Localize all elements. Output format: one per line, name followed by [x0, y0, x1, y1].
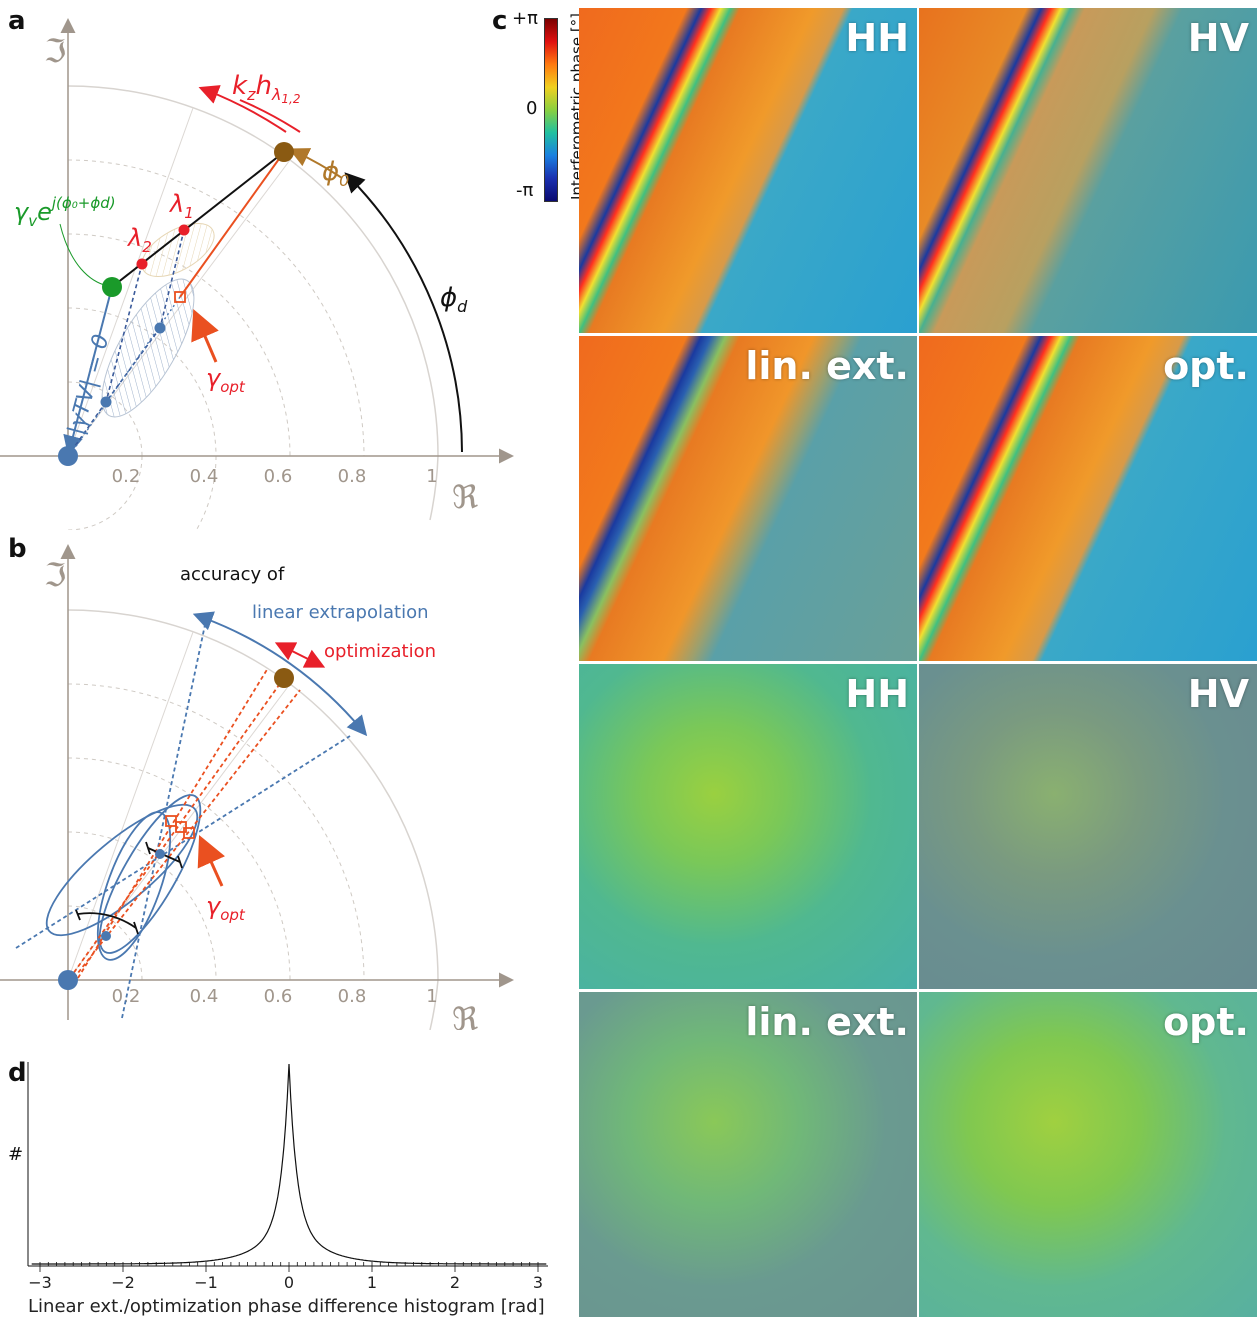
panel-d-xlabel: Linear ext./optimization phase differenc…: [28, 1296, 545, 1316]
panel-b-diagram: ℑ ℜ 0.2 0.4 0.6 0.8 1 accuracy of linear…: [0, 544, 514, 1030]
tile-label: opt.: [1163, 344, 1249, 388]
kz-label: kzhλ1,2: [232, 71, 301, 106]
colorbar-mid-label: 0: [526, 98, 538, 119]
lambda2-label: λ2: [126, 224, 152, 256]
tile-label: lin. ext.: [745, 1000, 909, 1044]
panel-b-real-symbol: ℜ: [452, 1000, 478, 1030]
panel-b-letter: b: [8, 534, 27, 564]
panel-d-xtick-6: 3: [533, 1273, 543, 1292]
tile-label: opt.: [1163, 1000, 1249, 1044]
colorbar: [544, 18, 558, 202]
panel-d-letter: d: [8, 1058, 27, 1088]
panel-a-tick-1: 0.4: [190, 466, 219, 487]
tile-hh-1: HH: [579, 8, 917, 333]
panel-d-xtick-3: 0: [284, 1273, 294, 1292]
optimization-label: optimization: [324, 641, 436, 662]
panel-a-tick-2: 0.6: [264, 466, 293, 487]
panel-d-ylabel: #: [8, 1144, 23, 1165]
tile-lin-ext-1: lin. ext.: [579, 336, 917, 661]
tile-hh-2: HH: [579, 664, 917, 989]
phid-label: ϕd: [440, 283, 468, 316]
panel-d-xtick-4: 1: [367, 1273, 377, 1292]
tile-hv-1: HV: [919, 8, 1257, 333]
lambda1-point: [178, 224, 190, 236]
panel-b-tick-1: 0.4: [190, 986, 219, 1007]
tile-label: lin. ext.: [745, 344, 909, 388]
panel-a-tick-3: 0.8: [338, 466, 367, 487]
origin-point: [58, 446, 78, 466]
tile-label: HV: [1187, 16, 1249, 60]
panel-d-histogram: # −3 −2 −1 0 1 2 3 Linear ext./optimizat…: [8, 1062, 548, 1316]
accuracy-label: accuracy of: [180, 564, 285, 585]
lambda1-label: λ1: [168, 190, 194, 222]
lambda2-point: [136, 258, 148, 270]
tile-lin-ext-2: lin. ext.: [579, 992, 917, 1317]
gamma-opt-label-b: γopt: [206, 892, 246, 924]
panel-a-tick-4: 1: [426, 466, 437, 487]
panel-a-tick-0: 0.2: [112, 466, 141, 487]
phi0-label: ϕ0: [322, 157, 349, 190]
gamma-v-point: [102, 277, 122, 297]
panel-d-xtick-2: −1: [194, 1273, 218, 1292]
panel-d-xtick-0: −3: [28, 1273, 52, 1292]
gamma-v-label: γvej(ϕ₀+ϕd): [14, 194, 116, 230]
panel-a-real-symbol: ℜ: [452, 478, 478, 516]
panel-a-letter: a: [8, 6, 26, 36]
panel-a-diagram: ℑ ℜ 0.2 0.4 0.6 0.8 1 kzhλ1,2 ϕ0: [0, 18, 514, 530]
phi0-point: [274, 142, 294, 162]
tile-label: HV: [1187, 672, 1249, 716]
tile-label: HH: [845, 16, 909, 60]
gamma-opt-label-a: γopt: [206, 364, 246, 396]
colorbar-bottom-label: -π: [516, 180, 534, 201]
panel-b-tick-2: 0.6: [264, 986, 293, 1007]
panel-b-tick-4: 1: [426, 986, 437, 1007]
tile-opt-1: opt.: [919, 336, 1257, 661]
panel-d-xtick-5: 2: [450, 1273, 460, 1292]
gamma-opt-marker: [174, 291, 186, 303]
panel-c-letter: c: [492, 6, 508, 36]
histogram-curve: [31, 1063, 547, 1265]
tile-opt-2: opt.: [919, 992, 1257, 1317]
tile-label: HH: [845, 672, 909, 716]
panel-d-xtick-1: −2: [111, 1273, 135, 1292]
panel-a-imag-symbol: ℑ: [44, 32, 66, 70]
linear-extrapolation-label: linear extrapolation: [252, 602, 428, 623]
panel-b-tick-3: 0.8: [338, 986, 367, 1007]
colorbar-top-label: +π: [512, 8, 538, 29]
tile-hv-2: HV: [919, 664, 1257, 989]
panel-b-imag-symbol: ℑ: [44, 556, 66, 594]
